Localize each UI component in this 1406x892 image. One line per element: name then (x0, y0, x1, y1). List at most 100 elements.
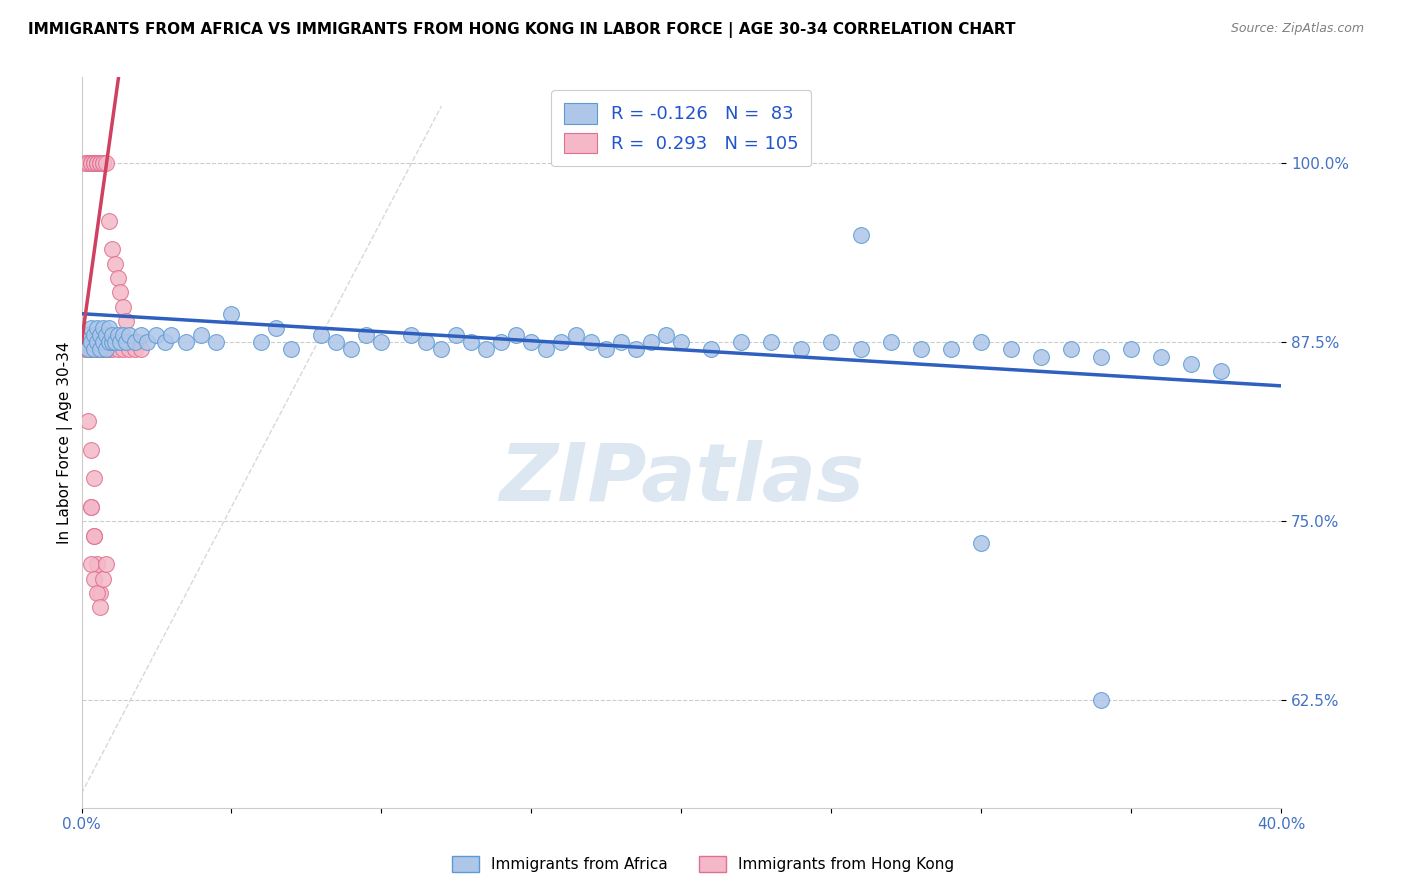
Point (73, 335, 96, 350)
Point (536, 343, 558, 357)
Point (190, 328, 212, 343)
Point (89, 343, 111, 357)
Point (97, 213, 120, 227)
Point (89, 600, 111, 615)
Point (83, 343, 105, 357)
Point (83, 328, 105, 343)
Point (76, 335, 98, 350)
Point (136, 335, 159, 350)
Point (89, 156, 111, 170)
Point (83, 156, 105, 170)
Point (1121, 343, 1143, 357)
Point (1090, 350, 1112, 364)
Point (83, 335, 105, 350)
Point (103, 335, 125, 350)
Point (370, 335, 392, 350)
Point (76, 328, 98, 343)
Point (595, 343, 617, 357)
Point (79, 558, 101, 572)
Point (790, 343, 813, 357)
Point (941, 343, 963, 357)
Point (581, 335, 603, 350)
Point (128, 335, 150, 350)
Point (475, 343, 498, 357)
Point (340, 343, 363, 357)
Point (86, 328, 108, 343)
Point (91, 335, 114, 350)
Point (83, 528, 105, 542)
Point (100, 242, 122, 256)
Point (86, 343, 108, 357)
Point (79, 500, 101, 514)
Point (94, 156, 117, 170)
Point (1031, 350, 1053, 364)
Point (83, 343, 105, 357)
Point (94, 558, 117, 572)
Point (89, 335, 111, 350)
Point (491, 335, 513, 350)
Point (83, 328, 105, 343)
Point (83, 328, 105, 343)
Point (83, 335, 105, 350)
Point (910, 343, 932, 357)
Point (79, 321, 101, 335)
Point (107, 343, 129, 357)
Point (86, 321, 108, 335)
Point (76, 328, 98, 343)
Point (1060, 343, 1083, 357)
Point (94, 328, 117, 343)
Legend: R = -0.126   N =  83, R =  0.293   N = 105: R = -0.126 N = 83, R = 0.293 N = 105 (551, 90, 811, 166)
Point (700, 343, 723, 357)
Point (76, 335, 98, 350)
Point (280, 343, 302, 357)
Point (97, 343, 120, 357)
Point (145, 328, 167, 343)
Point (970, 335, 993, 350)
Point (76, 343, 98, 357)
Point (97, 335, 120, 350)
Point (91, 328, 114, 343)
Point (520, 335, 543, 350)
Point (79, 343, 101, 357)
Point (160, 328, 183, 343)
Point (89, 328, 111, 343)
Point (94, 335, 117, 350)
Point (730, 335, 752, 350)
Point (121, 335, 143, 350)
Point (155, 335, 177, 350)
Point (79, 335, 101, 350)
Point (131, 343, 153, 357)
Point (86, 335, 108, 350)
Point (76, 414, 98, 428)
Point (97, 335, 120, 350)
Point (83, 572, 105, 586)
Point (325, 335, 347, 350)
Point (76, 343, 98, 357)
Point (79, 156, 101, 170)
Point (86, 558, 108, 572)
Point (79, 343, 101, 357)
Point (73, 328, 96, 343)
Point (94, 343, 117, 357)
Point (626, 343, 648, 357)
Point (94, 335, 117, 350)
Point (91, 343, 114, 357)
Point (83, 156, 105, 170)
Point (610, 335, 633, 350)
Point (73, 156, 96, 170)
Point (1211, 364, 1233, 378)
Point (880, 335, 903, 350)
Point (100, 328, 122, 343)
Point (91, 335, 114, 350)
Point (91, 321, 114, 335)
Point (83, 328, 105, 343)
Point (110, 285, 132, 300)
Point (83, 528, 105, 542)
Point (86, 156, 108, 170)
Point (110, 335, 132, 350)
Point (89, 156, 111, 170)
Point (76, 335, 98, 350)
Point (131, 328, 153, 343)
Point (250, 335, 273, 350)
Point (89, 328, 111, 343)
